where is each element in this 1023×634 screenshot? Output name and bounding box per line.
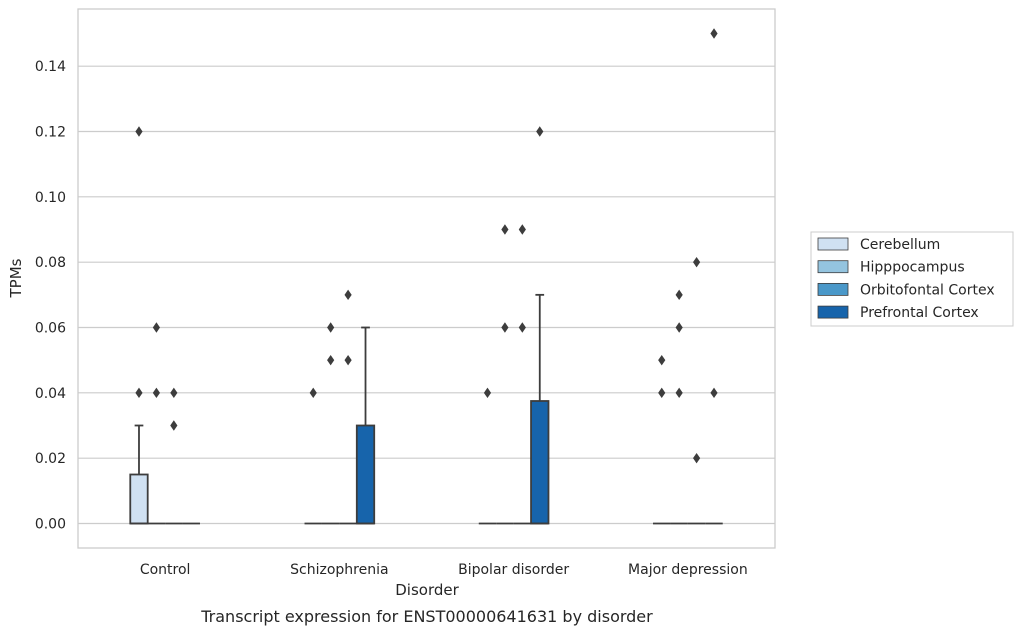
outlier-point <box>692 256 701 268</box>
x-tick-label: Schizophrenia <box>290 562 388 578</box>
outlier-point <box>327 354 335 366</box>
box-orbitofontal-cortex-control <box>165 387 183 525</box>
outlier-point <box>710 28 718 39</box>
box-cerebellum-control <box>129 126 149 525</box>
outlier-point <box>170 420 178 431</box>
x-tick-label: Major depression <box>628 562 748 578</box>
outlier-point <box>675 322 683 333</box>
outlier-point <box>483 387 492 399</box>
y-tick-label: 0.12 <box>35 125 66 141</box>
outlier-point <box>135 126 143 137</box>
legend-label: Orbitofontal Cortex <box>860 282 995 298</box>
box-orbitofontal-cortex-bipolar-disorder <box>513 224 532 525</box>
box-orbitofontal-cortex-major-depression <box>687 256 706 525</box>
outlier-point <box>135 387 143 399</box>
outlier-point <box>675 289 683 301</box>
box-cerebellum-bipolar-disorder <box>478 387 497 525</box>
box-hipppocampus-major-depression <box>670 289 688 525</box>
outlier-point <box>518 322 526 333</box>
y-tick-label: 0.04 <box>35 386 66 402</box>
legend-swatch <box>817 305 849 319</box>
x-axis-title: Disorder <box>395 581 459 599</box>
outlier-point <box>327 322 335 333</box>
outlier-point <box>152 322 161 333</box>
legend-label: Cerebellum <box>860 237 940 253</box>
outlier-point <box>536 126 544 137</box>
y-tick-label: 0.06 <box>35 321 66 337</box>
outlier-point <box>344 354 352 366</box>
outlier-point <box>501 224 509 235</box>
box-prefrontal-cortex-schizophrenia <box>355 326 376 525</box>
box-prefrontal-cortex-major-depression <box>705 28 723 525</box>
box-plot-area <box>129 28 723 525</box>
outlier-point <box>170 387 178 399</box>
box-body <box>355 424 376 525</box>
box-orbitofontal-cortex-schizophrenia <box>339 289 357 525</box>
legend: Cerebellum Hipppocampus Orbitofontal Corte… <box>810 231 1014 327</box>
y-tick-label: 0.00 <box>35 517 66 533</box>
box-cerebellum-schizophrenia <box>304 387 322 525</box>
outlier-point <box>309 387 317 399</box>
chart-caption: Transcript expression for ENST0000064163… <box>200 607 653 626</box>
outlier-point <box>152 387 161 399</box>
legend-swatch <box>817 237 849 251</box>
x-axis-ticks: Control Schizophrenia Bipolar disorder Majo… <box>140 562 748 578</box>
y-tick-label: 0.10 <box>35 190 66 206</box>
box-cerebellum-major-depression <box>653 354 671 525</box>
x-tick-label: Bipolar disorder <box>458 562 569 578</box>
box-body <box>129 473 149 525</box>
box-hipppocampus-bipolar-disorder <box>496 224 514 525</box>
legend-label: Prefrontal Cortex <box>860 305 979 321</box>
box-hipppocampus-schizophrenia <box>321 322 340 525</box>
outlier-point <box>710 387 718 399</box>
legend-label: Hipppocampus <box>860 260 965 276</box>
x-tick-label: Control <box>140 562 191 578</box>
legend-swatch <box>817 260 849 274</box>
box-body <box>530 400 550 525</box>
plot-frame <box>77 8 776 549</box>
legend-swatch <box>817 282 849 296</box>
y-axis-title: TPMs <box>7 258 25 298</box>
box-hipppocampus-control <box>147 322 166 525</box>
y-tick-label: 0.14 <box>35 59 66 75</box>
outlier-point <box>658 387 666 399</box>
outlier-point <box>658 354 666 366</box>
outlier-point <box>344 289 352 301</box>
y-axis-ticks: 0.00 0.02 0.04 0.06 0.08 0.10 0.12 0.14 <box>35 59 66 532</box>
y-tick-label: 0.08 <box>35 255 66 271</box>
outlier-point <box>518 224 526 235</box>
y-tick-label: 0.02 <box>35 451 66 467</box>
outlier-point <box>501 322 509 333</box>
outlier-point <box>692 452 701 464</box>
grid-lines <box>78 65 775 525</box>
box-prefrontal-cortex-bipolar-disorder <box>530 126 550 525</box>
outlier-point <box>675 387 683 399</box>
